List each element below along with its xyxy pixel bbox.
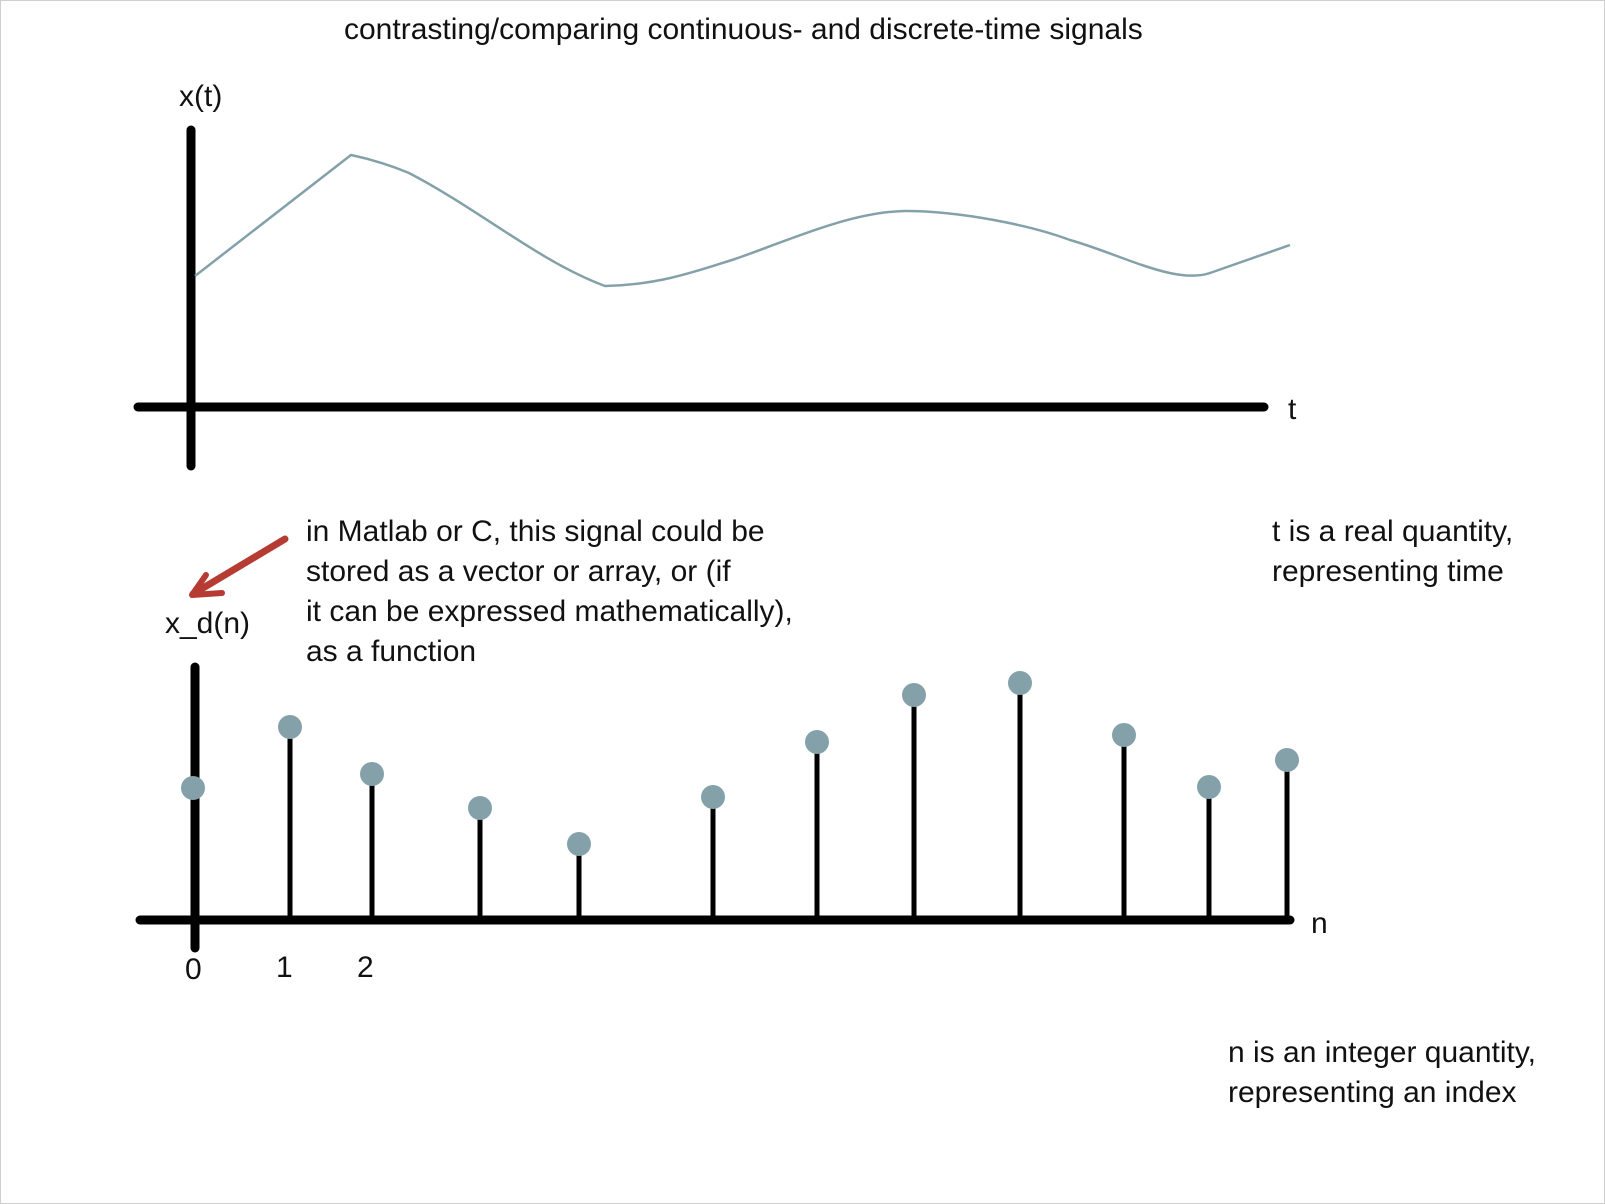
sample-marker-8 [1008, 671, 1032, 695]
sample-marker-1 [278, 715, 302, 739]
tick-label-2: 2 [357, 951, 374, 984]
sample-marker-0 [181, 776, 205, 800]
annotation-arrow [189, 535, 289, 598]
annotation-arrow-head [189, 572, 225, 598]
sample-marker-6 [805, 730, 829, 754]
diagram-title: contrasting/comparing continuous- and di… [344, 13, 1143, 46]
sample-marker-9 [1112, 723, 1136, 747]
t-note: t is a real quantity, representing time [1272, 515, 1514, 588]
n-axis-label: n [1311, 907, 1328, 940]
sample-marker-4 [567, 832, 591, 856]
sample-marker-10 [1197, 775, 1221, 799]
sample-marker-3 [468, 796, 492, 820]
discrete-samples [181, 671, 1299, 918]
tick-label-0: 0 [185, 953, 202, 986]
sample-marker-11 [1275, 748, 1299, 772]
n-note: n is an integer quantity, representing a… [1228, 1036, 1536, 1109]
sample-marker-7 [902, 683, 926, 707]
tick-label-1: 1 [276, 951, 293, 984]
continuous-signal-curve [194, 153, 1291, 288]
sample-marker-5 [701, 785, 725, 809]
x-d-axis-label: x_d(n) [165, 607, 251, 640]
t-axis-label: t [1288, 393, 1297, 426]
x-t-axis-label: x(t) [179, 80, 223, 113]
sample-marker-2 [360, 762, 384, 786]
storage-note: in Matlab or C, this signal could be sto… [306, 515, 793, 668]
